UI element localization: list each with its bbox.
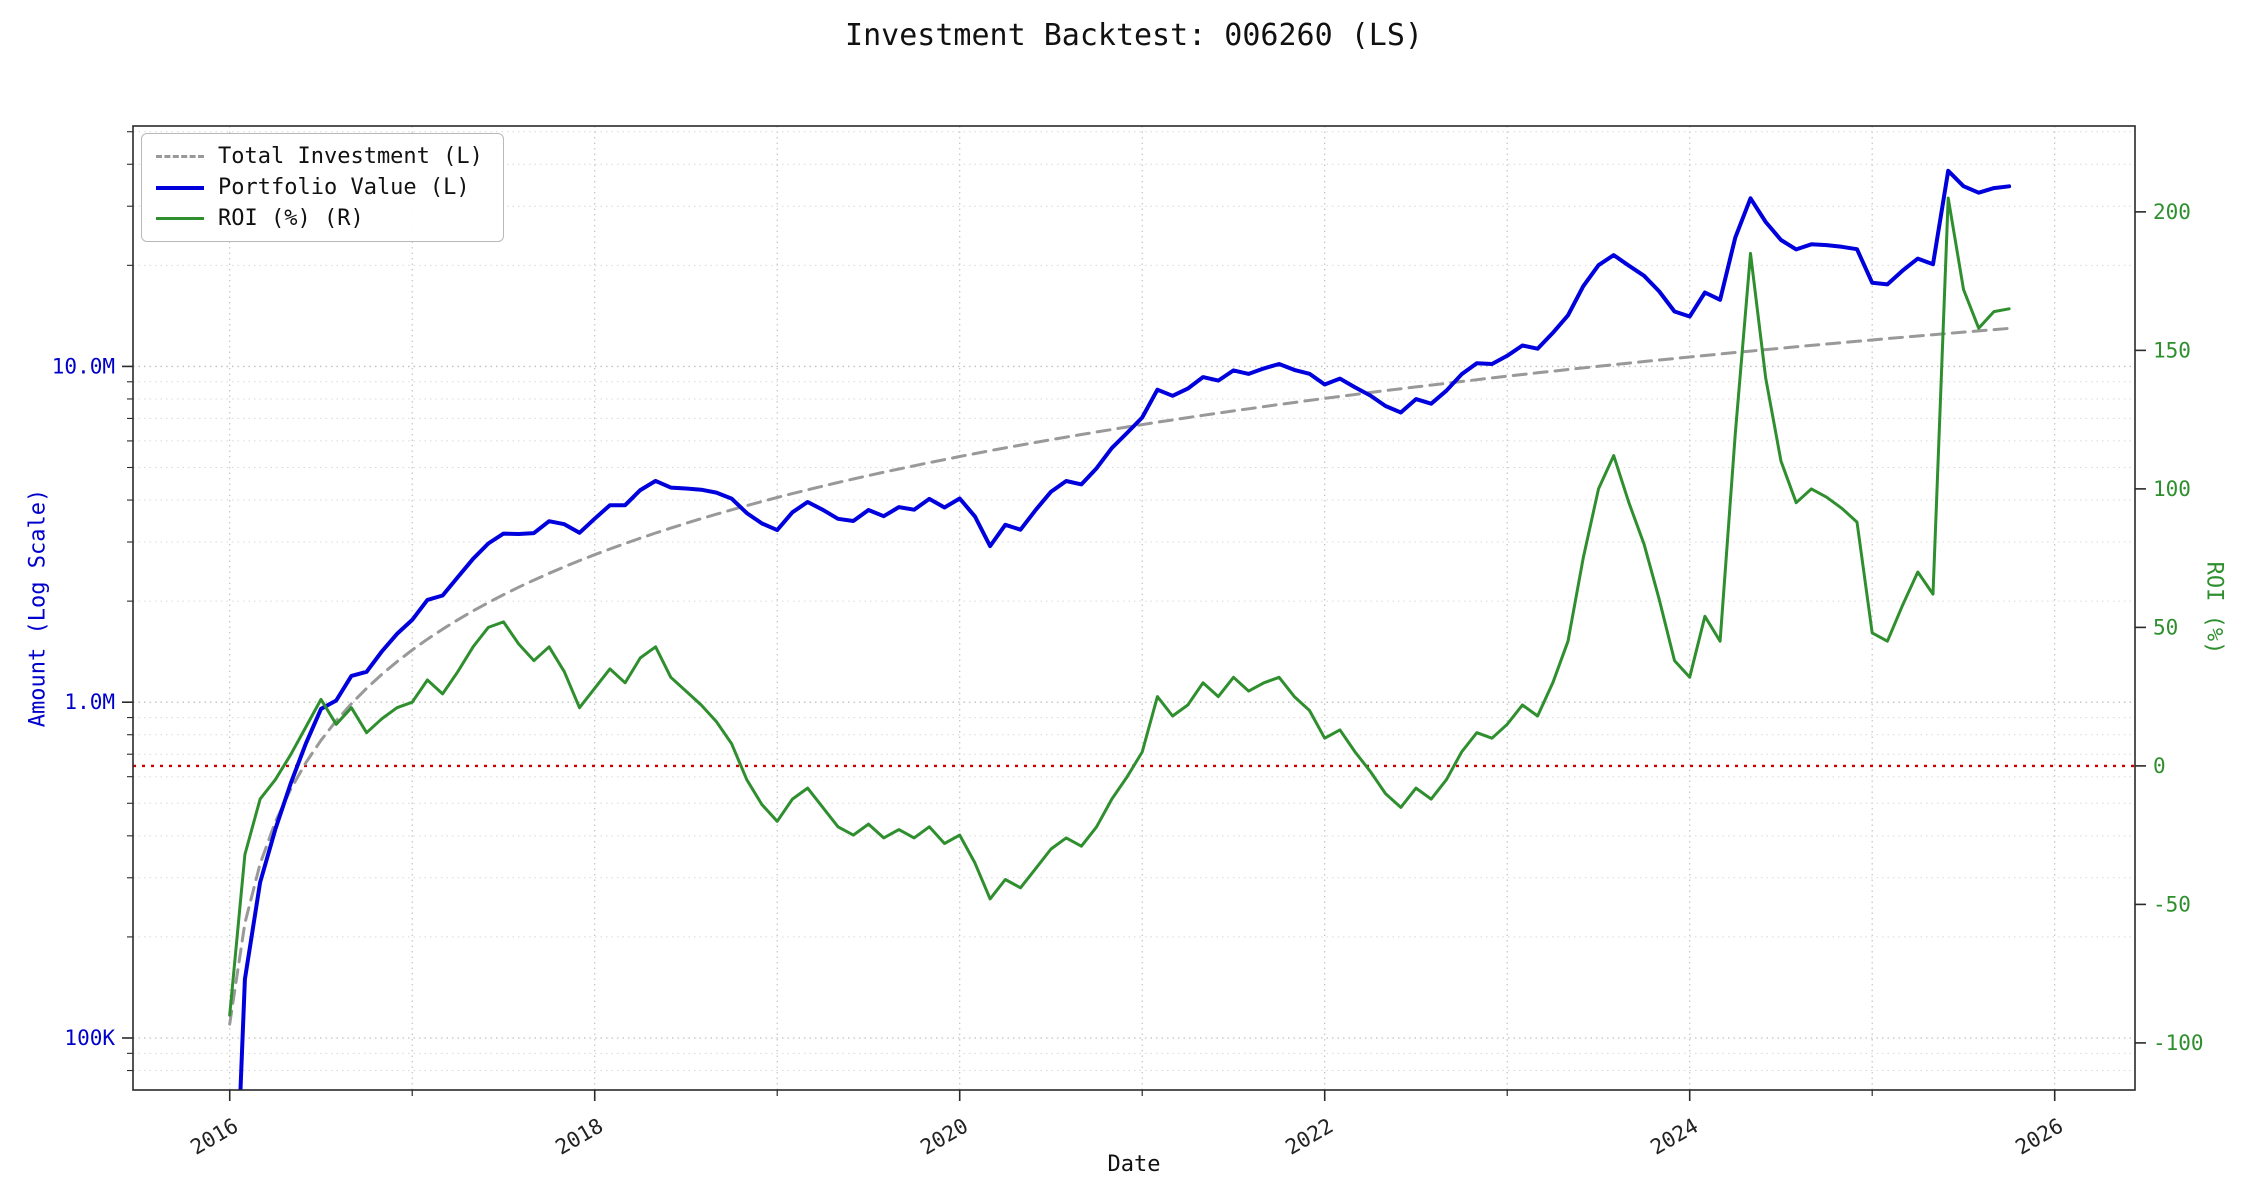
portfolio-value-line (238, 168, 2012, 1090)
y-right-tick-label: 100 (2153, 477, 2191, 501)
y-right-tick-label: 50 (2153, 615, 2178, 639)
roi-line (228, 196, 2011, 1017)
legend-row-roi: ROI (%) (R) (156, 206, 483, 231)
legend-label-total-investment: Total Investment (L) (218, 144, 483, 169)
legend-row-portfolio-value: Portfolio Value (L) (156, 175, 483, 200)
y-right-tick-label: 0 (2153, 754, 2166, 778)
x-axis-title: Date (1107, 1152, 1161, 1177)
y-right-tick-label: -50 (2153, 892, 2191, 916)
left-axis-title: Amount (Log Scale) (25, 488, 51, 728)
chart-title: Investment Backtest: 006260 (LS) (845, 18, 1423, 53)
y-right-tick-label: 200 (2153, 200, 2191, 224)
portfolio-value-line-sample (156, 185, 204, 190)
legend-label-portfolio-value: Portfolio Value (L) (218, 175, 470, 200)
y-left-tick-label: 1.0M (64, 690, 115, 714)
y-left-tick-label: 100K (64, 1026, 115, 1050)
y-right-tick-label: 150 (2153, 338, 2191, 362)
roi-line-sample (156, 217, 204, 220)
legend-label-roi: ROI (%) (R) (218, 206, 364, 231)
legend-row-total-investment: Total Investment (L) (156, 144, 483, 169)
total-investment-line (228, 326, 2011, 1026)
total-investment-line-sample (156, 155, 204, 158)
y-left-tick-label: 10.0M (52, 354, 115, 378)
series-group (228, 168, 2012, 1090)
gridlines (133, 126, 2135, 1090)
right-axis-title: ROI (%) (2201, 561, 2227, 655)
y-right-tick-label: -100 (2153, 1031, 2204, 1055)
plot-background (133, 126, 2135, 1090)
plot-border (132, 125, 2136, 1091)
legend: Total Investment (L) Portfolio Value (L)… (141, 133, 504, 242)
ticks: 2016 2018 2020 2022 2024 2026100K1.0M10.0M-10… (52, 131, 2204, 1160)
